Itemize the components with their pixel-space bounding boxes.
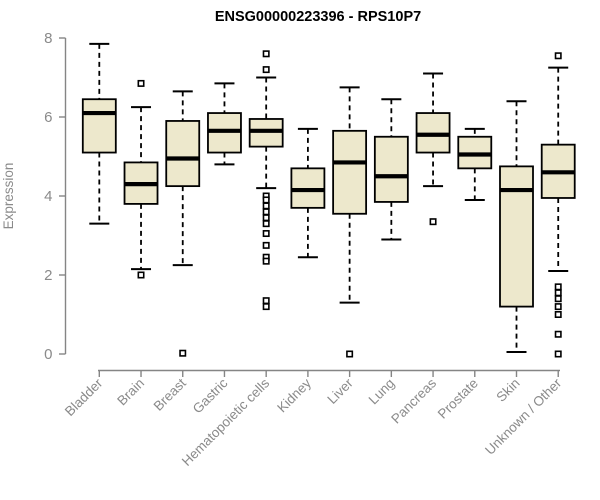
x-tick-label: Lung [366, 376, 398, 408]
y-axis-label: Expression [1, 163, 16, 230]
x-tick-label: Prostate [435, 376, 481, 422]
box-group [457, 127, 493, 201]
outlier-marker [554, 289, 562, 297]
box-rect [332, 129, 368, 215]
outlier-marker [262, 50, 270, 58]
box-group [499, 100, 534, 354]
x-tick-label: Skin [493, 376, 522, 405]
box-group [290, 127, 326, 259]
outlier-marker [346, 350, 354, 358]
boxplot-series [81, 42, 576, 358]
x-tick-label: Brain [114, 376, 147, 409]
outlier-marker [137, 79, 145, 87]
outlier-marker [262, 214, 270, 222]
box-group [373, 98, 409, 241]
y-tick-label: 6 [44, 109, 52, 126]
outlier-marker [179, 349, 187, 357]
outlier-marker [262, 257, 270, 265]
x-tick-label: Kidney [274, 375, 314, 415]
y-tick-label: 2 [44, 267, 52, 284]
outlier-marker [554, 52, 562, 60]
box-group [165, 90, 201, 357]
outlier-marker [554, 283, 562, 291]
outlier-marker [137, 271, 145, 279]
box-group [248, 50, 284, 311]
box-rect [499, 165, 534, 308]
outlier-marker [262, 220, 270, 228]
outlier-marker [262, 196, 270, 204]
outlier-marker [554, 330, 562, 338]
outlier-marker [554, 310, 562, 318]
x-tick-label: Gastric [190, 375, 231, 416]
outlier-marker [262, 241, 270, 249]
y-tick-label: 8 [44, 30, 52, 47]
box-group [207, 82, 242, 166]
x-tick-label: Unknown / Other [482, 375, 565, 458]
box-rect [165, 120, 201, 188]
box-group [332, 86, 368, 358]
x-tick-label: Bladder [62, 375, 106, 419]
outlier-marker [429, 218, 437, 226]
outlier-marker [262, 297, 270, 305]
box-group [415, 72, 451, 226]
x-tick-label: Breast [151, 375, 189, 413]
box-group [123, 79, 159, 279]
x-tick-label: Pancreas [388, 375, 439, 426]
x-tick-label: Liver [324, 375, 356, 407]
outlier-marker [262, 66, 270, 74]
y-tick-label: 0 [44, 346, 52, 363]
outlier-marker [262, 202, 270, 210]
box-rect [373, 135, 409, 203]
box-group [540, 52, 576, 358]
outlier-marker [262, 208, 270, 216]
outlier-marker [262, 303, 270, 311]
box-group [81, 42, 117, 225]
outlier-marker [262, 230, 270, 238]
outlier-marker [554, 303, 562, 311]
outlier-marker [554, 295, 562, 303]
y-tick-label: 4 [44, 188, 52, 205]
outlier-marker [554, 350, 562, 358]
box-rect [81, 98, 117, 154]
chart-title: ENSG00000223396 - RPS10P7 [215, 9, 421, 25]
